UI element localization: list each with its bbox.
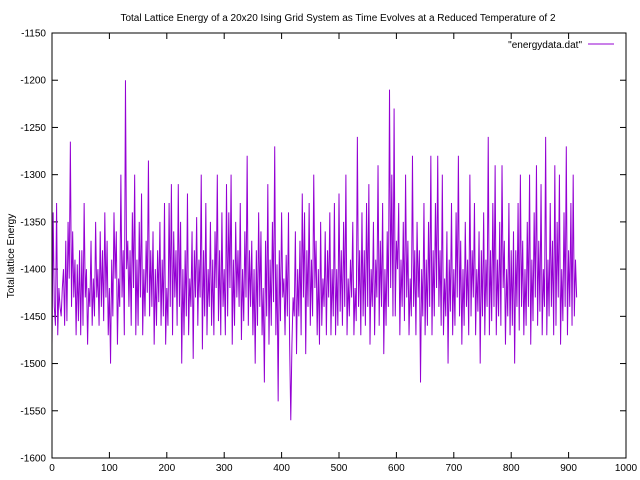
x-tick-label: 900 [560, 463, 577, 474]
legend-label: "energydata.dat" [508, 40, 582, 51]
y-axis-label: Total lattice Energy [6, 214, 17, 299]
series-line [51, 80, 578, 421]
x-tick-label: 500 [331, 463, 348, 474]
x-tick-label: 400 [273, 463, 290, 474]
y-tick-label: -1300 [20, 170, 46, 181]
chart-title: Total Lattice Energy of a 20x20 Ising Gr… [120, 13, 555, 24]
x-tick-label: 300 [216, 463, 233, 474]
y-tick-label: -1500 [20, 359, 46, 370]
x-tick-label: 100 [101, 463, 118, 474]
y-tick-label: -1550 [20, 406, 46, 417]
y-tick-label: -1200 [20, 76, 46, 87]
data-layer [51, 80, 578, 421]
x-tick-label: 700 [445, 463, 462, 474]
x-tick-label: 0 [49, 463, 55, 474]
x-tick-label: 600 [388, 463, 405, 474]
ticks-layer: 0 100 200 300 400 500 600 700 800 900 1000 -1600 -15… [20, 29, 637, 475]
x-tick-label: 800 [503, 463, 520, 474]
y-tick-label: -1400 [20, 265, 46, 276]
plot-frame [51, 32, 627, 459]
y-tick-label: -1150 [21, 29, 46, 40]
y-tick-label: -1450 [20, 312, 46, 323]
y-tick-label: -1250 [20, 123, 46, 134]
x-tick-label: 1000 [615, 463, 638, 474]
y-tick-label: -1350 [20, 217, 46, 228]
legend: "energydata.dat" [508, 40, 614, 51]
x-tick-label: 200 [158, 463, 175, 474]
y-tick-label: -1600 [20, 454, 46, 465]
